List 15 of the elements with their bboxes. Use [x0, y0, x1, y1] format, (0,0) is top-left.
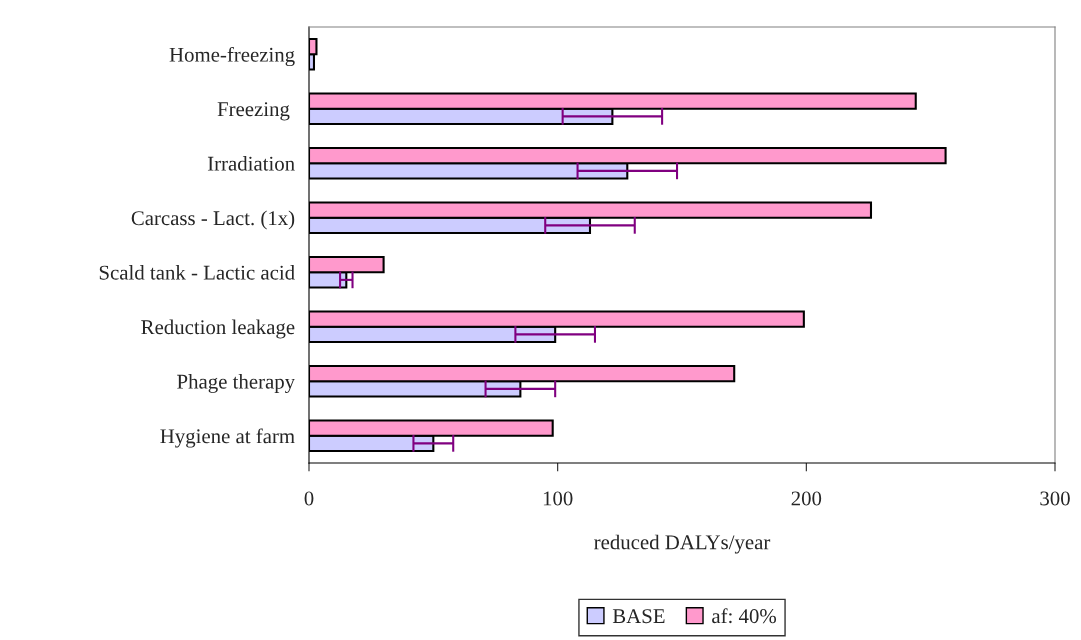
- y-tick-label: Phage therapy: [177, 374, 296, 393]
- x-tick-label: 300: [1040, 491, 1070, 506]
- x-axis-title: reduced DALYs/year: [594, 534, 771, 554]
- x-tick-label: 0: [304, 491, 314, 506]
- x-tick-label: 200: [791, 491, 822, 506]
- y-tick-label: Home-freezing: [169, 46, 295, 67]
- y-tick-label: Carcass - Lact. (1x): [131, 210, 295, 230]
- y-tick-label: Scald tank - Lactic acid: [99, 265, 295, 280]
- legend-label: af: 40%: [712, 608, 777, 624]
- y-tick-label: Reduction leakage: [141, 319, 295, 339]
- y-tick-label: Irradiation: [207, 156, 295, 171]
- x-tick-label: 100: [543, 491, 573, 506]
- y-tick-label: Hygiene at farm: [160, 428, 295, 448]
- legend-label: BASE: [612, 609, 665, 624]
- y-tick-label: Freezing: [217, 102, 290, 121]
